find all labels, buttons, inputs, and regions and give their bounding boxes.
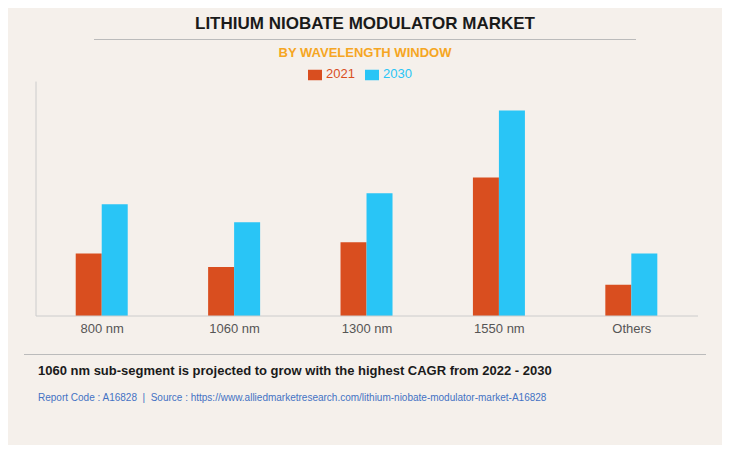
svg-text:Others: Others — [612, 321, 652, 336]
html-text:2021: 2021 — [326, 66, 355, 81]
svg-text:1060 nm: 1060 nm — [209, 321, 260, 336]
html-text:2030: 2030 — [383, 66, 412, 81]
svg-text:1550 nm: 1550 nm — [474, 321, 525, 336]
html-text:1060 nm sub-segment is project: 1060 nm sub-segment is projected to grow… — [38, 363, 552, 378]
svg-text:800 nm: 800 nm — [81, 321, 124, 336]
html-text:LITHIUM NIOBATE MODULATOR MARK: LITHIUM NIOBATE MODULATOR MARKET — [195, 14, 535, 33]
html-text:Report Code : A16828 | Source: Report Code : A16828 | Source : https://… — [38, 392, 547, 403]
html-text:BY WAVELENGTH WINDOW: BY WAVELENGTH WINDOW — [278, 45, 452, 60]
svg-text:1300 nm: 1300 nm — [342, 321, 393, 336]
